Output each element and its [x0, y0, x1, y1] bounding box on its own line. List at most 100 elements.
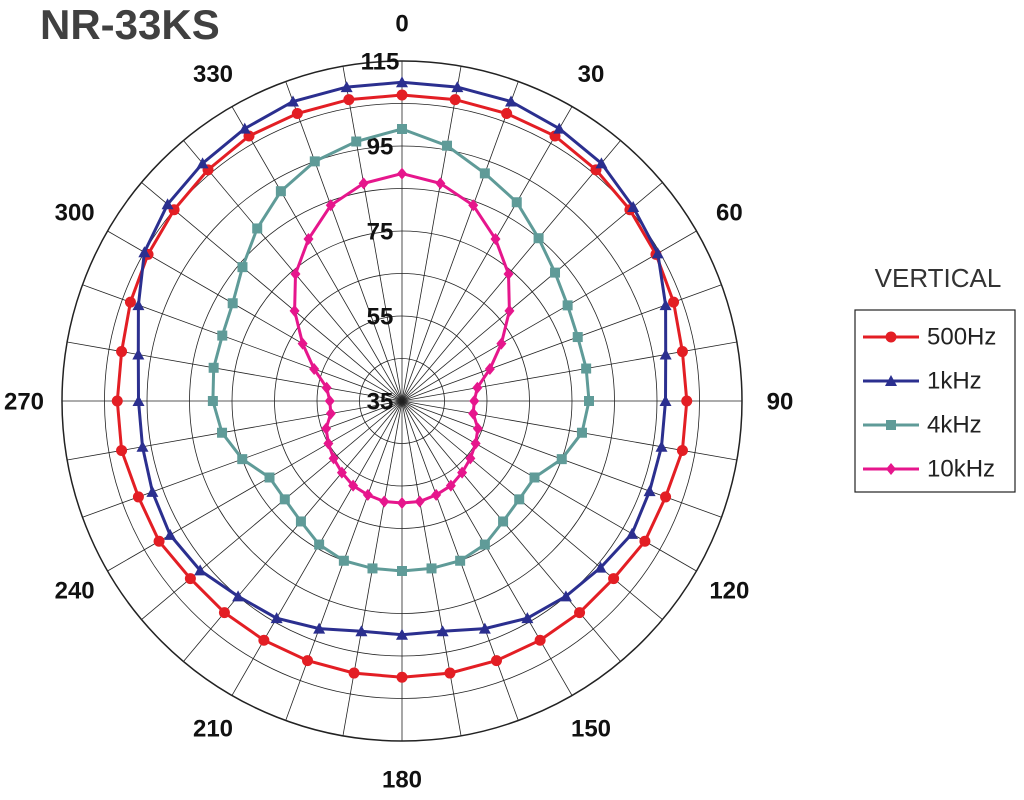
- data-point: [321, 422, 332, 435]
- data-point: [132, 299, 145, 311]
- angle-tick-label: 300: [55, 199, 95, 226]
- data-point: [676, 444, 688, 456]
- data-point: [643, 485, 656, 497]
- legend-title: VERTICAL: [875, 263, 1002, 293]
- grid-spoke: [401, 140, 621, 402]
- data-point: [217, 427, 228, 438]
- legend-marker: [885, 331, 897, 343]
- radial-tick-label: 55: [367, 303, 394, 330]
- data-point: [351, 136, 362, 147]
- data-point: [396, 671, 408, 683]
- angle-tick-label: 330: [193, 61, 233, 88]
- data-point: [116, 444, 128, 456]
- data-point: [501, 107, 513, 119]
- angle-tick-label: 30: [578, 61, 605, 88]
- data-point: [396, 89, 408, 101]
- grid-spoke: [285, 81, 403, 402]
- data-point: [362, 488, 373, 501]
- grid-spoke: [401, 400, 663, 620]
- data-point: [136, 440, 149, 452]
- data-point: [660, 491, 672, 503]
- data-point: [655, 440, 668, 452]
- data-point: [514, 494, 525, 505]
- data-point: [396, 76, 408, 88]
- data-point: [302, 655, 314, 667]
- data-point: [511, 197, 522, 208]
- data-point: [498, 516, 509, 527]
- data-point: [504, 304, 515, 317]
- legend-marker: [886, 463, 896, 475]
- data-point: [451, 81, 464, 93]
- data-point: [397, 124, 407, 134]
- data-point: [279, 494, 290, 505]
- data-point: [490, 233, 501, 246]
- data-point: [343, 94, 355, 106]
- data-point: [505, 95, 518, 107]
- data-point: [490, 655, 502, 667]
- data-point: [639, 535, 651, 547]
- data-point: [484, 363, 495, 376]
- data-point: [627, 201, 640, 213]
- data-point: [574, 607, 586, 619]
- data-point: [348, 667, 360, 679]
- data-point: [659, 395, 672, 406]
- data-point: [270, 612, 283, 624]
- data-point: [232, 590, 245, 602]
- data-point: [572, 332, 583, 343]
- data-point: [295, 516, 306, 527]
- data-point: [324, 395, 335, 407]
- angle-tick-label: 210: [193, 716, 233, 743]
- data-point: [132, 348, 145, 360]
- data-point: [479, 539, 490, 550]
- data-point: [553, 122, 566, 134]
- data-point: [264, 472, 275, 483]
- grid-spoke: [401, 400, 621, 662]
- data-point: [338, 555, 349, 566]
- data-point: [325, 407, 336, 420]
- data-point: [348, 479, 359, 492]
- legend-marker: [886, 420, 896, 430]
- data-point: [379, 495, 390, 508]
- data-point: [321, 381, 332, 394]
- data-point: [313, 622, 326, 634]
- data-point: [194, 564, 207, 576]
- radial-tick-label: 115: [361, 48, 400, 75]
- angle-tick-label: 90: [767, 388, 794, 415]
- data-point: [336, 466, 347, 479]
- angle-tick-label: 60: [716, 199, 743, 226]
- angle-tick-label: 120: [709, 577, 749, 604]
- data-point: [309, 156, 320, 167]
- data-point: [309, 363, 320, 376]
- data-point: [426, 563, 437, 574]
- data-point: [290, 268, 301, 281]
- data-point: [146, 485, 159, 497]
- grid-spoke: [107, 230, 403, 402]
- data-point: [258, 634, 270, 646]
- data-point: [595, 157, 608, 169]
- data-point: [442, 140, 453, 151]
- legend-label: 10kHz: [927, 455, 995, 482]
- data-point: [659, 299, 672, 311]
- data-point: [503, 268, 514, 281]
- data-point: [465, 452, 476, 465]
- data-point: [594, 561, 607, 573]
- data-point: [668, 296, 680, 308]
- data-point: [111, 395, 123, 407]
- data-point: [445, 479, 456, 492]
- data-point: [358, 177, 369, 190]
- grid-spoke: [401, 230, 697, 402]
- data-point: [325, 199, 336, 212]
- data-point: [436, 625, 449, 637]
- data-point: [153, 535, 165, 547]
- angle-tick-label: 150: [571, 716, 611, 743]
- data-point: [237, 454, 248, 465]
- grid-spoke: [401, 106, 573, 402]
- data-point: [478, 622, 491, 634]
- data-point: [559, 590, 572, 602]
- data-point: [472, 381, 483, 394]
- data-point: [584, 396, 594, 406]
- data-point: [449, 94, 461, 106]
- data-point: [275, 186, 286, 197]
- data-point: [435, 177, 446, 190]
